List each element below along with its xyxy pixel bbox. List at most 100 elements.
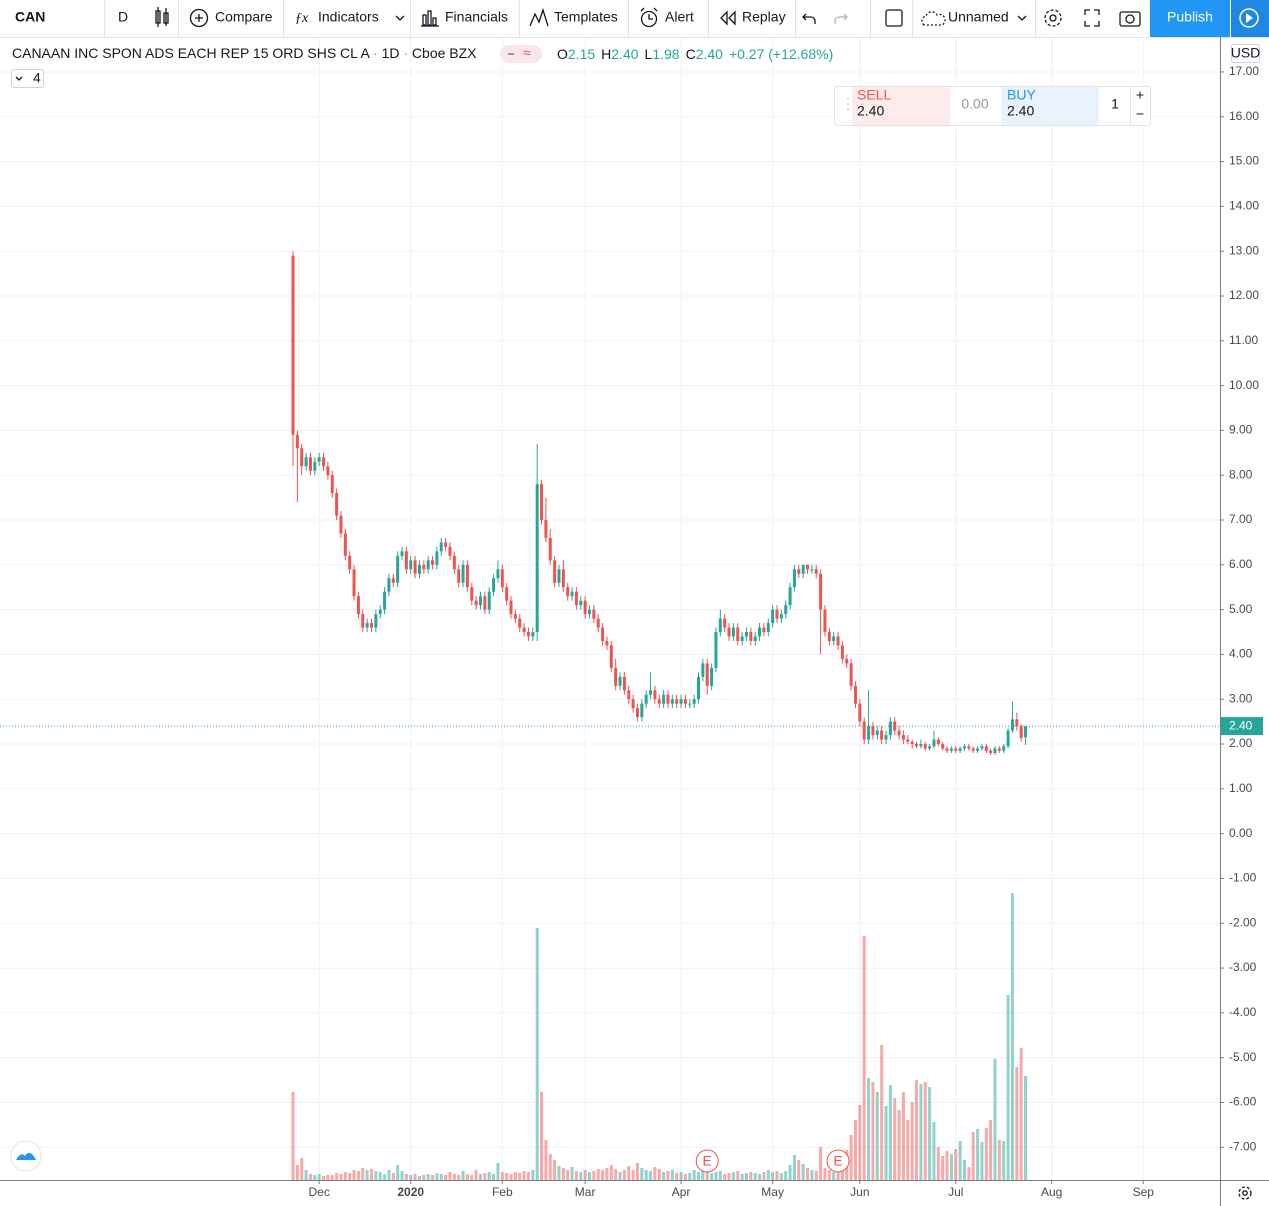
currency-box[interactable]: [1231, 44, 1260, 63]
candle-body: [1019, 726, 1023, 739]
increase-button[interactable]: +: [1136, 87, 1144, 103]
publish-button[interactable]: [1150, 0, 1230, 37]
alert-icon[interactable]: [640, 7, 658, 28]
volume-bar: [400, 1171, 404, 1180]
candle-body: [300, 448, 304, 467]
candle-body: [409, 560, 413, 570]
redo-icon[interactable]: [834, 13, 848, 24]
candle-body: [487, 591, 491, 610]
indicators-icon[interactable]: ƒx: [295, 11, 309, 26]
candle-body: [758, 627, 762, 637]
templates-button[interactable]: Templates: [554, 9, 618, 25]
volume-bar: [369, 1169, 373, 1180]
layout-icon[interactable]: [885, 9, 903, 27]
alert-button[interactable]: Alert: [665, 9, 694, 25]
candle-body: [635, 708, 639, 718]
volume-bar: [688, 1173, 692, 1180]
y-tick-label: 7.00: [1229, 512, 1253, 526]
volume-bar: [561, 1168, 565, 1180]
y-tick-label: 12.00: [1229, 288, 1259, 302]
buy-button[interactable]: [1001, 87, 1099, 125]
snapshot-icon[interactable]: [1119, 11, 1141, 27]
volume-bar: [291, 1092, 295, 1180]
volume-bar: [409, 1175, 413, 1180]
volume-bar: [675, 1173, 679, 1180]
volume-bar: [971, 1132, 975, 1180]
cloud-icon[interactable]: [921, 11, 946, 26]
financials-button[interactable]: Financials: [445, 9, 508, 25]
replay-icon[interactable]: [720, 10, 736, 26]
volume-bar: [823, 1168, 827, 1180]
replay-button[interactable]: Replay: [742, 9, 786, 25]
candle-body: [605, 640, 609, 646]
volume-bar: [762, 1172, 766, 1180]
candle-body: [479, 596, 483, 606]
legend-value: 2.15: [568, 46, 595, 62]
candle-body: [919, 744, 923, 747]
volume-bar: [439, 1174, 443, 1180]
quantity[interactable]: 1: [1111, 96, 1119, 112]
compare-icon[interactable]: [189, 8, 209, 28]
settings-icon[interactable]: [1044, 9, 1062, 27]
layout-name[interactable]: Unnamed: [948, 9, 1009, 25]
y-tick-label: 13.00: [1229, 243, 1259, 257]
volume-bar: [540, 1092, 544, 1180]
earnings-label: E: [703, 1153, 712, 1169]
indicator-toggle[interactable]: 4: [11, 69, 44, 88]
candle-body: [1024, 726, 1028, 738]
candle-body: [330, 475, 334, 494]
candle-body: [500, 569, 504, 588]
legend-key: H: [601, 46, 611, 62]
symbol[interactable]: CAN: [15, 9, 45, 25]
compare-button[interactable]: Compare: [215, 9, 273, 25]
volume-bar: [718, 1171, 722, 1180]
candle-body: [888, 721, 892, 736]
candle-body: [989, 750, 993, 753]
chart-style-icon[interactable]: [155, 7, 169, 27]
volume-bar: [810, 1170, 814, 1180]
undo-icon[interactable]: [802, 13, 816, 24]
volume-bar: [915, 1080, 919, 1180]
templates-icon[interactable]: [529, 7, 549, 27]
candle-body: [601, 627, 605, 641]
logo[interactable]: [10, 1140, 42, 1172]
candle-body: [762, 627, 766, 633]
decrease-button[interactable]: −: [1136, 106, 1144, 122]
volume-bar: [596, 1169, 600, 1180]
volume-bar: [784, 1171, 788, 1180]
candle-body: [1002, 746, 1006, 751]
candle-body: [897, 730, 901, 736]
candle-body: [718, 618, 722, 633]
financials-icon[interactable]: [421, 10, 439, 27]
candle-body: [452, 555, 456, 570]
indicators-button[interactable]: Indicators: [318, 9, 379, 25]
x-tick-label: Dec: [308, 1185, 329, 1199]
last-price-box: [1221, 717, 1263, 736]
volume-bar: [653, 1167, 657, 1180]
volume-bar: [417, 1176, 421, 1180]
volume-bar: [343, 1172, 347, 1180]
fullscreen-icon[interactable]: [1084, 9, 1100, 27]
interval-button[interactable]: D: [118, 9, 128, 25]
dropdown-icon[interactable]: [395, 15, 405, 21]
candle-body: [483, 596, 487, 610]
volume-bar: [635, 1163, 639, 1180]
volume-bar: [993, 1059, 997, 1180]
candle-body: [369, 623, 373, 628]
candle-body: [867, 726, 871, 740]
candle-body: [862, 721, 866, 740]
market-status: ≈: [500, 45, 542, 63]
dropdown-icon[interactable]: [1017, 15, 1027, 21]
candle-body: [910, 741, 914, 745]
volume-bar: [601, 1170, 605, 1180]
last-price-label: 2.40: [1229, 718, 1253, 732]
volume-bar: [304, 1170, 308, 1180]
y-tick-label: -6.00: [1229, 1095, 1257, 1109]
axis-settings-icon[interactable]: [1238, 1186, 1252, 1200]
candle-body: [383, 591, 387, 610]
sell-button[interactable]: [852, 87, 950, 125]
candle-body: [631, 699, 635, 709]
volume-bar: [487, 1172, 491, 1180]
candle-body: [492, 578, 496, 592]
publish-label[interactable]: Publish: [1167, 9, 1213, 25]
